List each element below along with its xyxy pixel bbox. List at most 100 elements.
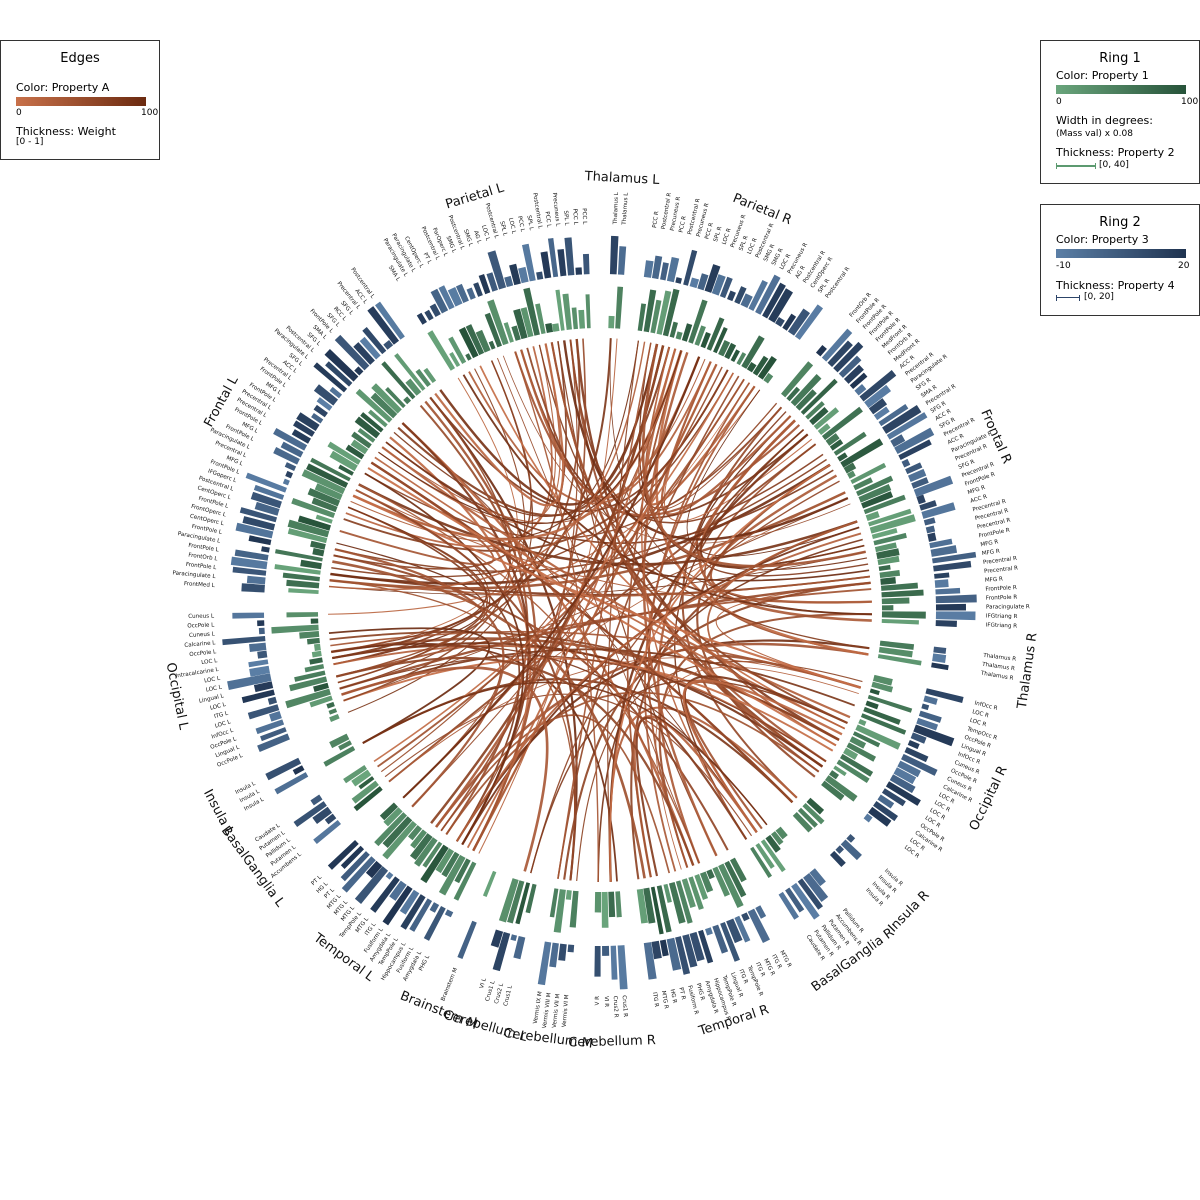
edge: [557, 375, 740, 879]
node-label: Postcentral L: [531, 193, 543, 231]
ring1-bar: [865, 700, 879, 710]
ring1-bar: [643, 289, 657, 333]
node-label: AG L: [472, 230, 482, 245]
ring2-bar: [241, 583, 265, 593]
node-label: MFG R: [985, 576, 1004, 583]
ring2-bar: [935, 594, 977, 604]
ring2-bar: [293, 420, 315, 437]
ring2-bar: [719, 276, 733, 299]
ring1-bar: [410, 829, 427, 849]
ring1-bar: [861, 491, 894, 509]
ring1-bar: [351, 769, 372, 787]
ring1-bar: [863, 706, 901, 725]
ring1-bar: [736, 352, 747, 366]
ring2-bar: [334, 334, 370, 371]
node-label: Brainstem M: [440, 967, 459, 1002]
ring1-bar: [328, 708, 338, 715]
node-label: LOC R: [969, 718, 987, 729]
edge: [328, 389, 761, 615]
edges-color-scale: [16, 97, 146, 106]
ring2-bar: [447, 287, 463, 307]
edge: [526, 347, 848, 724]
edge: [331, 506, 487, 653]
ring2-bar: [549, 942, 559, 968]
ring2-bar: [689, 931, 705, 962]
ring1-bar: [877, 555, 900, 566]
ring2-bar: [683, 249, 698, 286]
ring1-bar: [353, 786, 383, 812]
ring2-bar: [748, 279, 768, 312]
ring2-bar: [755, 274, 781, 315]
ring2-bar: [918, 710, 942, 723]
ring2-bar: [255, 719, 285, 735]
ring2-bar: [794, 304, 824, 340]
edge: [328, 627, 491, 744]
ring2-bar: [313, 384, 339, 406]
node-label: Vermis IX M: [533, 991, 544, 1025]
ring2-bar: [894, 427, 935, 455]
ring1-bar: [562, 293, 572, 330]
ring2-bar: [438, 285, 455, 310]
ring2-bar: [893, 767, 917, 785]
node-label: MFG R: [967, 485, 986, 496]
ring2-bar: [905, 462, 923, 475]
ring2-bar: [682, 934, 698, 968]
ring1-bar: [435, 848, 455, 874]
ring2-bar: [382, 885, 413, 926]
edge: [530, 480, 840, 874]
node-label: HG R: [669, 989, 678, 1004]
node-label: OccPole L: [189, 649, 217, 658]
node-label: Crus2 L: [494, 982, 505, 1005]
group-label: Thalamus L: [583, 169, 660, 188]
ring1-bar: [700, 332, 711, 349]
ring2-bar: [232, 612, 265, 619]
ring1-bar: [405, 378, 422, 396]
ring1-bar: [565, 890, 572, 900]
ring1-bar: [786, 386, 801, 402]
ring1-bar: [615, 286, 624, 329]
ring2-bar: [829, 850, 846, 868]
ring2-bar: [666, 257, 680, 283]
ring1-bar: [326, 701, 335, 709]
ring2-bar: [705, 927, 713, 936]
ring2-bar: [455, 283, 469, 304]
ring1-bar: [291, 497, 336, 519]
ring2-bar: [284, 462, 297, 472]
edge: [329, 631, 840, 741]
ring2-bar: [242, 516, 276, 531]
ring1-bar: [681, 878, 696, 908]
ring1-color-label: Color: Property 1: [1056, 69, 1149, 82]
edge: [355, 489, 872, 603]
ring2-bar: [362, 326, 387, 355]
ring1-bar: [608, 891, 616, 918]
edge: [345, 346, 553, 548]
node-label: SPL R: [738, 235, 749, 252]
ring1-bar: [656, 290, 672, 335]
ring1-bar: [306, 637, 320, 645]
ring2-bar: [354, 366, 364, 376]
ring2-bar: [245, 472, 287, 493]
ring2-bar: [367, 306, 400, 345]
edge: [647, 382, 751, 868]
ring1-bar: [836, 759, 870, 784]
node-label: PCC L: [516, 216, 525, 234]
ring2-bar: [340, 851, 370, 882]
ring1-bar: [694, 325, 706, 346]
edge: [478, 338, 618, 854]
edge: [381, 446, 851, 719]
ring2-bar: [901, 458, 911, 468]
ring1-bar: [873, 532, 907, 546]
ring2-bar: [923, 517, 936, 526]
ring2-layer: [222, 235, 977, 990]
ring2-bar: [311, 412, 324, 424]
node-label: MTG R: [660, 990, 669, 1009]
node-label: LOC L: [214, 719, 232, 730]
edge: [362, 681, 768, 826]
ring1-bar: [853, 477, 873, 491]
ring1-bar: [775, 826, 788, 840]
ring1-bar: [858, 483, 892, 503]
ring2-bar: [536, 271, 544, 280]
ring2-bar: [359, 336, 381, 360]
group-label: Thalamus R: [1015, 632, 1041, 711]
ring1-bar: [817, 423, 831, 436]
